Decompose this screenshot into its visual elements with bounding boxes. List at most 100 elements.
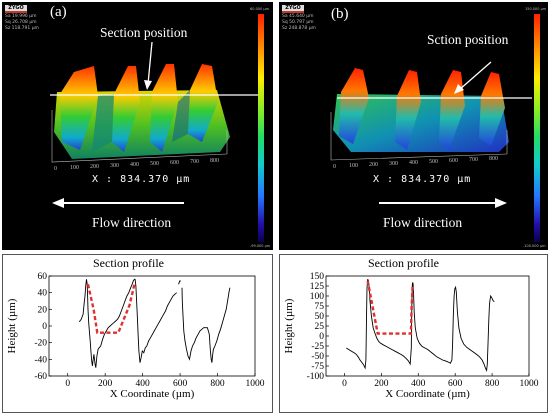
flow-arrowhead (495, 198, 507, 208)
axis-3d-ticks: 0 100 200 300 400 500 600 700 800 (333, 156, 498, 170)
ridge (479, 72, 505, 146)
y-tick-label: 20 (38, 305, 48, 315)
colorbar-bottom-label: -99.000 µm (250, 244, 271, 248)
y-tick-label: -25 (311, 342, 324, 352)
y-tick-label: 75 (315, 302, 325, 312)
zygo-logo: ZYGO (5, 5, 27, 13)
y-tick-label: 100 (310, 292, 325, 302)
valley-shadow (172, 90, 190, 142)
tick-3d: 0 (54, 166, 57, 172)
annotation-arrow (458, 61, 492, 91)
tick-3d: 300 (110, 163, 119, 169)
tick-3d: 600 (170, 160, 179, 166)
colorbar-bottom-label: -100.000 µm (523, 244, 546, 248)
ridge (112, 66, 140, 152)
stat-sq: Sq 26.708 µm (5, 20, 37, 26)
tick-3d: 0 (333, 164, 336, 170)
annotation-arrow (147, 41, 153, 85)
x-tick-label: 800 (210, 379, 225, 389)
zygo-logo: ZYGO (282, 5, 304, 13)
y-tick-label: -40 (34, 355, 47, 365)
tick-3d: 300 (389, 161, 398, 167)
y-tick-label: -100 (307, 372, 325, 382)
y-tick-label: 0 (42, 322, 47, 332)
y-tick-label: -60 (34, 372, 47, 382)
panel-label: (a) (50, 4, 67, 20)
ridge (395, 70, 421, 150)
flow-arrowhead (52, 198, 64, 208)
tick-3d: 100 (349, 163, 358, 169)
stat-sz: Sz 248.878 µm (282, 26, 316, 32)
plot-frame (325, 275, 530, 377)
flow-direction-label: Flow direction (92, 215, 172, 230)
surface-viewer-b: ZYGO Sa 45.640 µm Sq 50.797 µm Sz 248.87… (279, 2, 548, 250)
tick-3d: 500 (150, 161, 159, 167)
y-tick-label: 150 (310, 272, 325, 282)
panel-label: (b) (331, 6, 349, 22)
tick-3d: 700 (190, 159, 199, 165)
fit-guide-line (86, 282, 136, 334)
valley-shadow (92, 94, 114, 152)
y-axis-label: Height (µm) (6, 298, 18, 353)
y-tick-label: -20 (34, 339, 47, 349)
x-measure: X : 834.370 µm (92, 174, 191, 185)
y-tick-label: 0 (319, 332, 324, 342)
section-position-label: Section position (100, 25, 188, 40)
y-tick-label: 125 (310, 282, 325, 292)
y-tick-label: 25 (315, 322, 325, 332)
axis-frame (51, 110, 228, 163)
roughness-stats: Sa 45.640 µm Sq 50.797 µm Sz 248.878 µm (282, 14, 316, 33)
profile-line (178, 280, 181, 285)
y-tick-label: -75 (311, 362, 324, 372)
ridge (60, 66, 98, 150)
surface-body (333, 94, 509, 152)
x-tick-label: 0 (342, 379, 347, 389)
x-tick-label: 400 (411, 379, 426, 389)
tick-3d: 400 (409, 160, 418, 166)
stat-sa: Sa 19.996 µm (5, 14, 37, 19)
stat-sa: Sa 45.640 µm (282, 14, 314, 19)
x-tick-label: 600 (448, 379, 463, 389)
annotation-arrowhead (144, 80, 152, 90)
y-axis-label: Height (µm) (283, 298, 295, 353)
annotation-arrowhead (454, 84, 464, 94)
surface-3d-b: 0 100 200 300 400 500 600 700 800 (330, 61, 532, 208)
colorbar-top-label: 150.000 µm (525, 7, 547, 11)
x-axis-label: X Coordinate (µm) (385, 388, 470, 400)
profile-box-a: Section profile 0 200 400 600 800 1000 -60 -40-… (2, 254, 273, 413)
plot-frame (48, 275, 256, 377)
colorbar-top-label: 60.000 µm (250, 7, 269, 11)
x-tick-label: 0 (65, 379, 70, 389)
profile-line (78, 278, 177, 368)
ridge (188, 64, 218, 142)
panel-b: ZYGO Sa 45.640 µm Sq 50.797 µm Sz 248.87… (279, 2, 548, 413)
fit-guide-line (366, 280, 414, 335)
y-tick-label: -50 (311, 352, 324, 362)
x-tick-label: 200 (98, 379, 113, 389)
section-position-label: Sction position (427, 32, 509, 47)
tick-3d: 600 (449, 158, 458, 164)
profile-chart-a: 0 200 400 600 800 1000 -60 -40 -20 0 20 40 60 X Coord… (6, 272, 265, 400)
y-tick-label: 60 (38, 272, 48, 282)
x-tick-label: 200 (374, 379, 389, 389)
flow-direction-label: Flow direction (383, 215, 463, 230)
axis-3d-ticks: 0 100 200 300 400 500 600 700 800 (54, 158, 219, 172)
stat-sz: Sz 118.791 µm (5, 26, 39, 32)
panel-a: ZYGO Sa 19.996 µm Sq 26.708 µm Sz 118.79… (2, 2, 273, 413)
ridge (339, 68, 369, 144)
colorbar (258, 14, 264, 242)
ridge (150, 64, 178, 152)
tick-3d: 100 (70, 165, 79, 171)
tick-3d: 700 (469, 157, 478, 163)
x-tick-label: 600 (173, 379, 188, 389)
x-tick-label: 1000 (246, 379, 265, 389)
x-axis-label: X Coordinate (µm) (110, 388, 195, 400)
profile-title: Section profile (93, 256, 164, 270)
tick-3d: 800 (489, 156, 498, 162)
tick-3d: 500 (429, 159, 438, 165)
x-measure: X : 834.370 µm (373, 174, 472, 185)
x-tick-label: 400 (136, 379, 151, 389)
tick-3d: 200 (369, 162, 378, 168)
surface-viewer-a: ZYGO Sa 19.996 µm Sq 26.708 µm Sz 118.79… (2, 2, 273, 250)
tick-3d: 200 (90, 164, 99, 170)
